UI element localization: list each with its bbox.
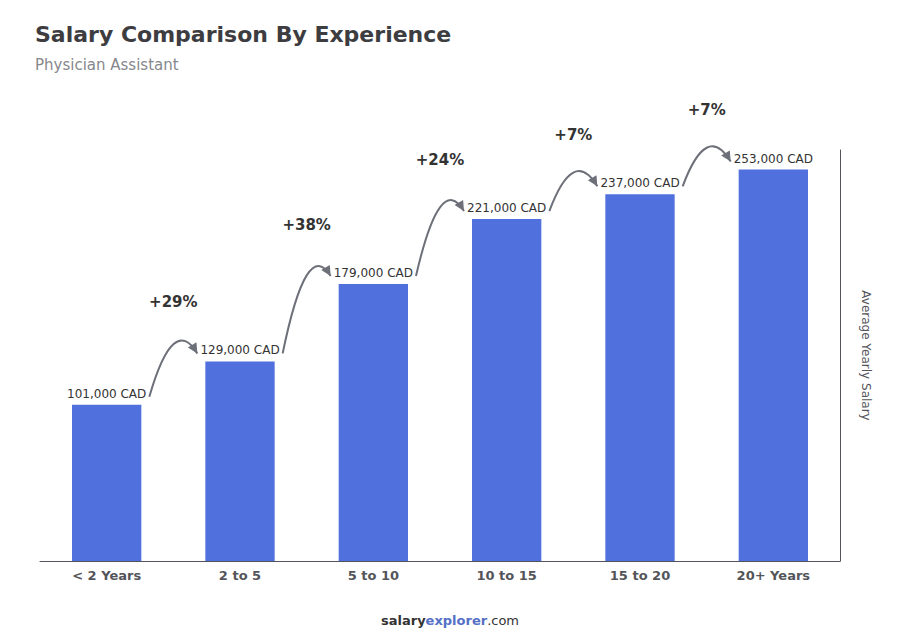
svg-text:salary: salary [381, 613, 426, 628]
svg-text:Salary Comparison By Experienc: Salary Comparison By Experience [35, 22, 451, 47]
svg-text:253,000 CAD: 253,000 CAD [734, 152, 813, 166]
svg-text:10 to 15: 10 to 15 [476, 568, 536, 583]
svg-text:+38%: +38% [282, 216, 330, 234]
svg-text:+29%: +29% [149, 293, 197, 311]
svg-text:.com: .com [487, 613, 519, 628]
svg-text:Average Yearly Salary: Average Yearly Salary [859, 290, 873, 420]
svg-text:explorer: explorer [426, 613, 488, 628]
svg-text:+24%: +24% [416, 151, 464, 169]
svg-text:+7%: +7% [554, 126, 592, 144]
svg-text:101,000 CAD: 101,000 CAD [67, 387, 146, 401]
svg-text:179,000 CAD: 179,000 CAD [334, 266, 413, 280]
svg-text:Physician Assistant: Physician Assistant [35, 56, 179, 74]
svg-text:2 to 5: 2 to 5 [219, 568, 261, 583]
svg-text:221,000 CAD: 221,000 CAD [467, 201, 546, 215]
svg-text:15 to 20: 15 to 20 [610, 568, 670, 583]
svg-text:5 to 10: 5 to 10 [348, 568, 399, 583]
svg-text:129,000 CAD: 129,000 CAD [200, 343, 279, 357]
svg-text:< 2 Years: < 2 Years [72, 568, 141, 583]
svg-text:20+ Years: 20+ Years [737, 568, 811, 583]
svg-text:+7%: +7% [688, 101, 726, 119]
svg-text:237,000 CAD: 237,000 CAD [600, 176, 679, 190]
